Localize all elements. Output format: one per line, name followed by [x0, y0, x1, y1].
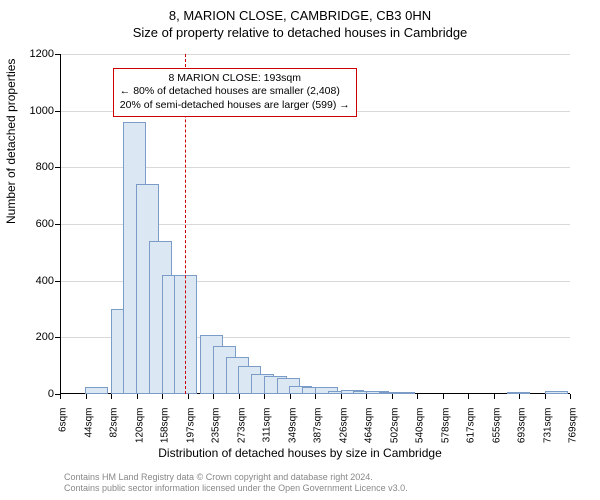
xtick-mark [392, 394, 393, 399]
ytick-mark [55, 54, 60, 55]
xtick-mark [188, 394, 189, 399]
annotation-box: 8 MARION CLOSE: 193sqm← 80% of detached … [113, 68, 357, 117]
xtick-mark [239, 394, 240, 399]
page-title-address: 8, MARION CLOSE, CAMBRIDGE, CB3 0HN [0, 0, 600, 23]
ytick-label: 1000 [14, 105, 54, 117]
footer-line-1: Contains HM Land Registry data © Crown c… [64, 472, 408, 483]
x-axis-label: Distribution of detached houses by size … [0, 446, 600, 460]
xtick-mark [264, 394, 265, 399]
xtick-mark [213, 394, 214, 399]
xtick-mark [111, 394, 112, 399]
xtick-mark [468, 394, 469, 399]
xtick-mark [494, 394, 495, 399]
xtick-mark [60, 394, 61, 399]
ytick-mark [55, 224, 60, 225]
histogram-bar [545, 391, 568, 394]
ytick-mark [55, 281, 60, 282]
page-subtitle: Size of property relative to detached ho… [0, 23, 600, 40]
xtick-mark [341, 394, 342, 399]
ytick-mark [55, 337, 60, 338]
xtick-mark [366, 394, 367, 399]
footer-line-2: Contains public sector information licen… [64, 483, 408, 494]
annotation-line-1: 8 MARION CLOSE: 193sqm [120, 72, 350, 86]
ytick-label: 800 [14, 161, 54, 173]
annotation-line-3: 20% of semi-detached houses are larger (… [120, 99, 350, 113]
y-axis-label: Number of detached properties [4, 59, 18, 224]
xtick-mark [162, 394, 163, 399]
xtick-mark [137, 394, 138, 399]
histogram-bar [85, 387, 108, 394]
xtick-mark [519, 394, 520, 399]
histogram-bar [392, 392, 415, 394]
footer-attribution: Contains HM Land Registry data © Crown c… [64, 472, 408, 495]
gridline [60, 54, 570, 55]
histogram-bar [507, 392, 530, 394]
plot-area: 0200400600800100012008 MARION CLOSE: 193… [60, 54, 570, 394]
ytick-label: 0 [14, 388, 54, 400]
ytick-mark [55, 111, 60, 112]
chart-container: 8, MARION CLOSE, CAMBRIDGE, CB3 0HN Size… [0, 0, 600, 500]
ytick-label: 1200 [14, 48, 54, 60]
ytick-label: 200 [14, 331, 54, 343]
xtick-mark [545, 394, 546, 399]
chart-region: 0200400600800100012008 MARION CLOSE: 193… [60, 54, 570, 394]
xtick-mark [570, 394, 571, 399]
xtick-mark [86, 394, 87, 399]
ytick-label: 600 [14, 218, 54, 230]
ytick-label: 400 [14, 275, 54, 287]
xtick-mark [315, 394, 316, 399]
ytick-mark [55, 167, 60, 168]
xtick-mark [417, 394, 418, 399]
annotation-line-2: ← 80% of detached houses are smaller (2,… [120, 85, 350, 99]
xtick-mark [443, 394, 444, 399]
xtick-mark [290, 394, 291, 399]
